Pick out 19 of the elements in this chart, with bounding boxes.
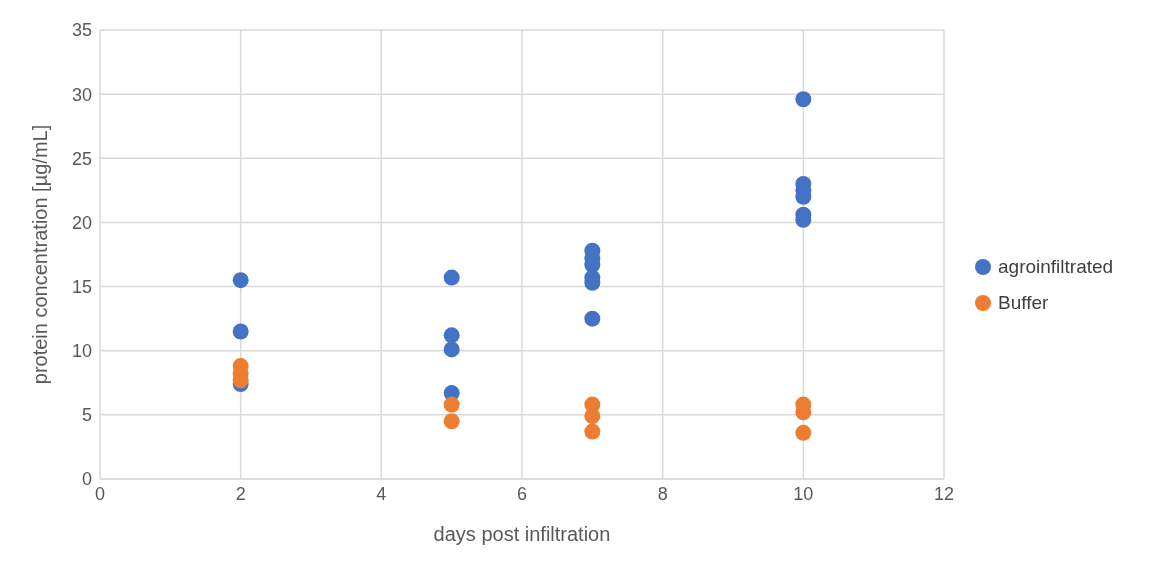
x-tick-label: 6 [516, 483, 528, 504]
x-tick-label: 10 [793, 483, 814, 504]
legend-label: agroinfiltrated [997, 254, 1115, 279]
y-tick-label: 25 [71, 148, 92, 169]
legend-label: Buffer [997, 290, 1050, 315]
y-axis-title: protein concentration [µg/mL] [29, 124, 52, 385]
x-tick-label: 4 [376, 483, 387, 504]
x-tick-label: 12 [933, 483, 955, 504]
y-tick-label: 20 [71, 212, 92, 233]
y-tick-label: 35 [71, 20, 92, 41]
x-axis-title: days post infiltration [433, 523, 611, 545]
x-tick-label: 0 [94, 483, 106, 504]
y-tick-label: 5 [81, 405, 92, 426]
x-tick-label: 2 [235, 483, 246, 504]
y-tick-label: 30 [71, 84, 92, 105]
x-tick-label: 8 [657, 483, 668, 504]
y-tick-label: 15 [71, 276, 92, 297]
y-tick-label: 10 [71, 341, 92, 362]
y-tick-label: 0 [81, 469, 92, 490]
